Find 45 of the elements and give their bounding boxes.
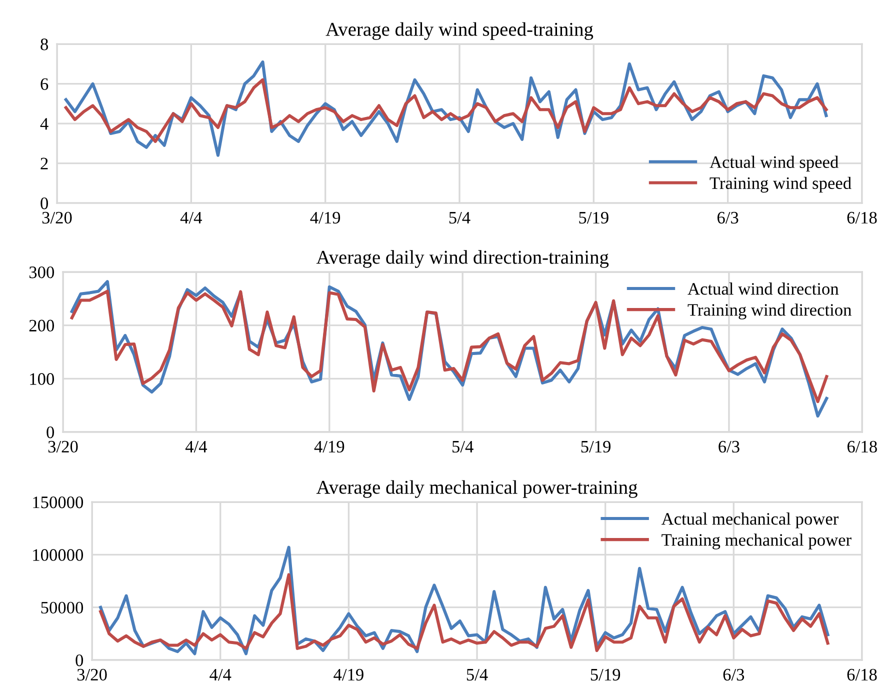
x-tick-label: 3/20 [42, 212, 72, 224]
x-tick-label: 6/18 [847, 440, 877, 453]
y-tick-label: 150000 [33, 496, 84, 508]
x-tick-label: 5/4 [466, 668, 488, 681]
x-tick-label: 6/3 [723, 668, 744, 681]
x-tick-label: 3/20 [77, 668, 107, 681]
x-tick-label: 6/18 [847, 668, 877, 681]
y-tick-label: 8 [40, 38, 48, 50]
x-tick-label: 5/4 [449, 212, 470, 224]
y-tick-label: 100000 [33, 549, 84, 561]
legend-label: Actual mechanical power [661, 512, 839, 528]
legend-label: Training wind direction [688, 304, 852, 320]
x-tick-label: 4/4 [185, 440, 208, 453]
chart-title: Average daily mechanical power-training [316, 480, 638, 498]
x-tick-label: 5/19 [579, 212, 608, 224]
x-tick-label: 6/3 [718, 440, 740, 453]
y-tick-label: 100 [30, 373, 54, 385]
line-series [64, 78, 828, 143]
legend-label: Training mechanical power [662, 534, 852, 550]
y-tick-label: 0 [46, 426, 54, 438]
y-tick-label: 2 [40, 158, 48, 170]
x-tick-label: 6/18 [847, 212, 877, 224]
chart-title: Average daily wind direction-training [316, 250, 609, 268]
chart-title: Average daily wind speed-training [326, 22, 594, 40]
y-tick-label: 50000 [41, 602, 84, 614]
legend-label: Training wind speed [710, 176, 852, 193]
y-tick-label: 300 [29, 266, 54, 278]
x-tick-label: 4/4 [210, 668, 232, 681]
y-tick-label: 4 [40, 118, 48, 130]
x-tick-label: 4/19 [310, 212, 340, 224]
x-tick-label: 4/19 [334, 668, 364, 681]
x-tick-label: 6/3 [717, 212, 738, 224]
x-tick-label: 4/4 [180, 212, 202, 224]
line-series [99, 573, 830, 652]
legend-label: Actual wind speed [710, 156, 838, 172]
x-tick-label: 5/4 [452, 440, 474, 453]
x-tick-label: 3/20 [48, 440, 78, 453]
y-tick-label: 200 [29, 320, 54, 332]
y-tick-label: 6 [40, 78, 48, 90]
x-tick-label: 4/19 [314, 440, 344, 453]
legend-label: Actual wind direction [688, 282, 839, 295]
x-tick-label: 5/19 [590, 668, 620, 681]
y-tick-label: 0 [40, 198, 48, 210]
x-tick-label: 5/19 [581, 440, 611, 453]
y-tick-label: 0 [76, 654, 84, 666]
